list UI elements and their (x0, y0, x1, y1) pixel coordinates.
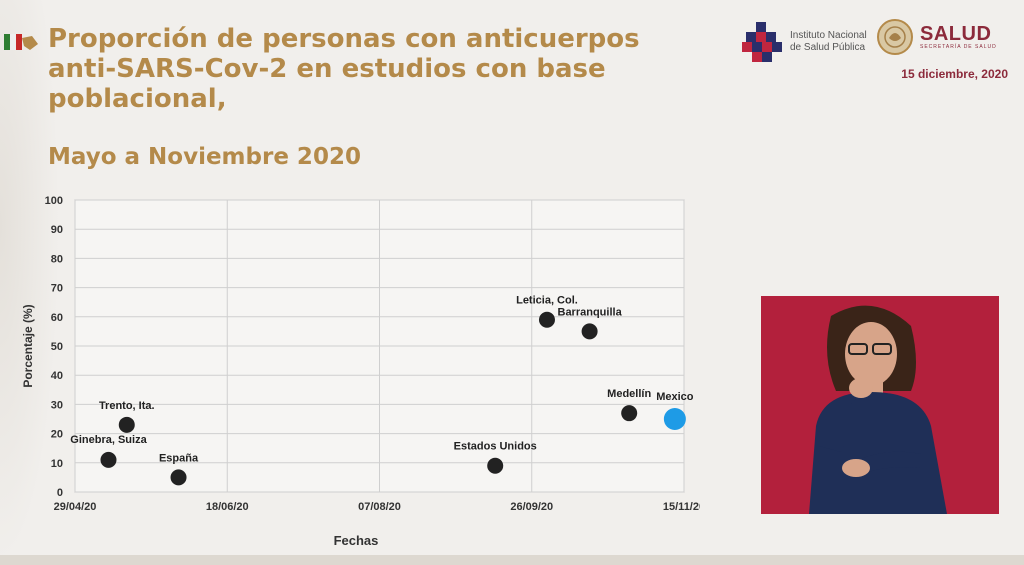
gobierno-logo (4, 34, 38, 50)
background-ornament (0, 0, 60, 565)
x-tick-label: 18/06/20 (206, 501, 249, 513)
data-point (487, 457, 504, 474)
y-tick-label: 30 (51, 399, 63, 411)
y-tick-label: 20 (51, 429, 63, 441)
data-label: Ginebra, Suiza (70, 434, 147, 446)
sign-language-interpreter-video (761, 296, 999, 514)
data-label: Mexico (656, 391, 694, 403)
data-point (663, 408, 686, 430)
salud-subtitle: SECRETARÍA DE SALUD (920, 44, 997, 50)
salud-logo: SALUD SECRETARÍA DE SALUD (876, 18, 997, 56)
y-tick-label: 70 (51, 283, 63, 295)
x-tick-label: 07/08/20 (358, 501, 401, 513)
y-tick-label: 100 (45, 195, 63, 207)
presentation-date: 15 diciembre, 2020 (901, 67, 1008, 81)
y-tick-label: 0 (57, 487, 63, 499)
y-tick-label: 50 (51, 341, 63, 353)
data-point (538, 311, 555, 328)
data-point (581, 323, 598, 340)
x-tick-label: 15/11/20 (663, 501, 700, 513)
insp-emblem-icon (742, 22, 782, 62)
y-tick-label: 40 (51, 370, 63, 382)
data-label: Barranquilla (558, 306, 623, 318)
data-label: Leticia, Col. (516, 295, 578, 307)
data-label: Medellín (607, 388, 651, 400)
scatter-chart: 0 10 20 30 40 50 60 70 80 90 100 29/04/20 18/06/20 07… (21, 195, 700, 548)
x-axis-label: Fechas (334, 533, 379, 548)
data-point (621, 405, 638, 422)
data-point (100, 451, 117, 468)
interpreter-figure-icon (761, 296, 999, 514)
data-label: Trento, Ita. (99, 400, 155, 412)
y-axis-label: Porcentaje (%) (21, 304, 35, 387)
national-seal-icon (877, 19, 913, 55)
page-subtitle: Mayo a Noviembre 2020 (48, 144, 361, 170)
data-point (170, 469, 187, 486)
x-tick-label: 26/09/20 (510, 501, 553, 513)
footer-strip (0, 555, 1024, 565)
x-tick-label: 29/04/20 (54, 501, 97, 513)
salud-name: SALUD (920, 23, 992, 45)
y-tick-label: 10 (51, 458, 63, 470)
y-tick-label: 90 (51, 224, 63, 236)
insp-logo: Instituto Nacional de Salud Pública (740, 20, 872, 64)
y-tick-label: 60 (51, 312, 63, 324)
data-label: Estados Unidos (454, 441, 537, 453)
y-tick-label: 80 (51, 253, 63, 265)
data-point (118, 416, 135, 433)
data-label: España (159, 452, 199, 464)
insp-name: Instituto Nacional de Salud Pública (790, 30, 867, 53)
page-title: Proporción de personas con anticuerpos a… (48, 24, 640, 114)
